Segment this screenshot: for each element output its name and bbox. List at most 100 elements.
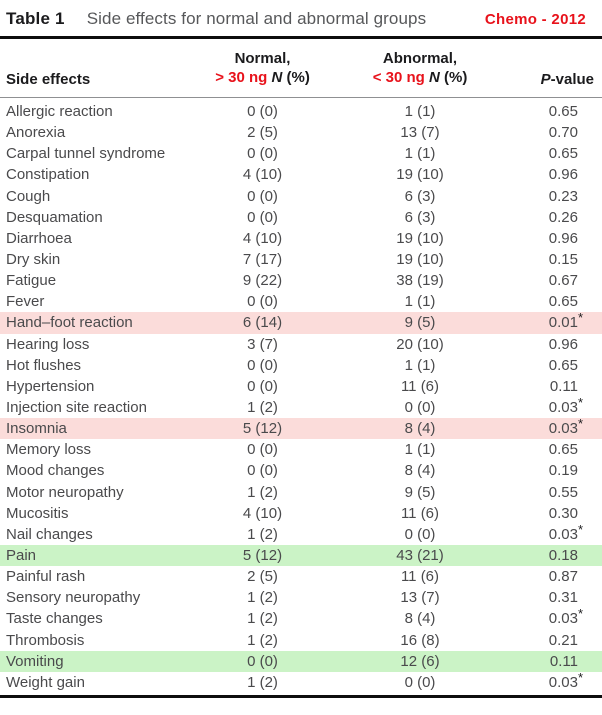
normal-value: 0 (0) (247, 208, 278, 226)
p-value: 0.31 (548, 589, 578, 607)
abnormal-value: 11 (6) (400, 377, 440, 395)
p-value: 0.65 (548, 441, 578, 459)
table-caption: Side effects for normal and abnormal gro… (86, 9, 427, 28)
header-divider-rule (0, 97, 602, 98)
abnormal-value: 13 (7) (400, 124, 440, 142)
table-body: Allergic reaction 0 (0) 1 (1) 0.65 Anore… (0, 101, 602, 693)
abnormal-value: 1 (1) (404, 145, 436, 163)
table-row: Carpal tunnel syndrome 0 (0) 1 (1) 0.65 (0, 143, 602, 164)
side-effect-name: Hearing loss (6, 335, 90, 353)
normal-header-label: Normal, (234, 50, 291, 67)
abnormal-value: 11 (6) (400, 504, 440, 522)
table-row: Mood changes 0 (0) 8 (4) 0.19 (0, 460, 602, 481)
table-row: Dry skin 7 (17) 19 (10) 0.15 (0, 249, 602, 270)
abnormal-value: 1 (1) (404, 103, 436, 120)
side-effect-name: Vomiting (6, 652, 64, 670)
table-row: Diarrhoea 4 (10) 19 (10) 0.96 (0, 228, 602, 249)
table-row: Desquamation 0 (0) 6 (3) 0.26 (0, 207, 602, 228)
side-effect-name: Motor neuropathy (6, 483, 124, 501)
table-label: Table 1 (6, 9, 65, 28)
table-row: Fever 0 (0) 1 (1) 0.65 (0, 291, 602, 312)
abnormal-value: 9 (5) (404, 483, 436, 501)
side-effect-name: Taste changes (6, 610, 103, 628)
p-value: 0.03 (548, 673, 578, 691)
normal-value: 0 (0) (247, 356, 278, 374)
table-row: Nail changes 1 (2) 0 (0) 0.03* (0, 523, 602, 545)
p-value: 0.03 (548, 420, 578, 438)
p-value: 0.87 (548, 568, 578, 586)
table-row: Motor neuropathy 1 (2) 9 (5) 0.55 (0, 482, 602, 503)
normal-value: 5 (12) (242, 546, 283, 564)
annotation-chemo-2012: Chemo - 2012 (484, 11, 586, 28)
side-effect-name: Hot flushes (6, 356, 82, 374)
p-value: 0.21 (548, 631, 578, 649)
p-value: 0.96 (548, 335, 578, 353)
abnormal-value: 13 (7) (400, 589, 440, 607)
abnormal-value: 1 (1) (404, 356, 436, 374)
normal-value: 1 (2) (247, 483, 278, 501)
abnormal-pct-label: (%) (443, 69, 468, 86)
normal-value: 1 (2) (247, 398, 278, 416)
side-effect-name: Thrombosis (6, 631, 85, 649)
abnormal-value: 9 (5) (404, 314, 436, 332)
table-row: Injection site reaction 1 (2) 0 (0) 0.03… (0, 396, 602, 418)
side-effect-name: Allergic reaction (6, 103, 113, 120)
p-value: 0.11 (549, 652, 578, 670)
side-effect-name: Dry skin (6, 250, 61, 268)
side-effect-name: Nail changes (6, 525, 93, 543)
table-row: Constipation 4 (10) 19 (10) 0.96 (0, 164, 602, 185)
column-header-normal: Normal, > 30 ng N (%) (210, 49, 315, 88)
table-row: Hearing loss 3 (7) 20 (10) 0.96 (0, 334, 602, 355)
p-value: 0.70 (548, 124, 578, 142)
abnormal-value: 0 (0) (404, 398, 436, 416)
p-value: 0.23 (548, 187, 578, 205)
normal-value: 1 (2) (247, 525, 278, 543)
abnormal-n-symbol: N (428, 69, 440, 86)
side-effect-name: Painful rash (6, 568, 86, 586)
normal-value: 2 (5) (247, 124, 278, 142)
abnormal-value: 19 (10) (396, 166, 444, 184)
table-row: Hypertension 0 (0) 11 (6) 0.11 (0, 376, 602, 397)
normal-value: 1 (2) (247, 673, 278, 691)
normal-value: 7 (17) (242, 250, 283, 268)
abnormal-value: 20 (10) (396, 335, 444, 353)
abnormal-value: 43 (21) (396, 546, 444, 564)
p-value: 0.65 (548, 293, 578, 311)
abnormal-value: 8 (4) (404, 420, 436, 438)
table-row: Hand–foot reaction 6 (14) 9 (5) 0.01* (0, 311, 602, 334)
side-effect-name: Anorexia (6, 124, 66, 142)
abnormal-value: 19 (10) (396, 250, 444, 268)
p-value: 0.67 (548, 272, 578, 290)
pvalue-rest-label: -value (550, 71, 594, 88)
table-row: Hot flushes 0 (0) 1 (1) 0.65 (0, 355, 602, 376)
normal-value: 0 (0) (247, 187, 278, 205)
normal-value: 3 (7) (247, 335, 278, 353)
p-value: 0.19 (548, 462, 578, 480)
side-effect-name: Sensory neuropathy (6, 589, 141, 607)
table-row: Memory loss 0 (0) 1 (1) 0.65 (0, 439, 602, 460)
abnormal-value: 0 (0) (404, 673, 436, 691)
normal-value: 5 (12) (242, 420, 283, 438)
table-row: Sensory neuropathy 1 (2) 13 (7) 0.31 (0, 587, 602, 608)
column-header-pvalue: P-value (525, 71, 602, 88)
table-row: Vomiting 0 (0) 12 (6) 0.11 (0, 650, 602, 672)
table-row: Pain 5 (12) 43 (21) 0.18 (0, 544, 602, 567)
normal-value: 0 (0) (247, 103, 278, 120)
table-row: Cough 0 (0) 6 (3) 0.23 (0, 186, 602, 207)
abnormal-value: 6 (3) (404, 187, 436, 205)
bottom-rule (0, 694, 602, 698)
side-effect-name: Constipation (6, 166, 90, 184)
p-value: 0.96 (548, 229, 578, 247)
normal-value: 4 (10) (242, 229, 283, 247)
abnormal-header-label: Abnormal, (382, 50, 458, 67)
side-effect-name: Mood changes (6, 462, 105, 480)
normal-value: 0 (0) (247, 377, 278, 395)
side-effect-name: Memory loss (6, 441, 92, 459)
abnormal-threshold-label: < 30 ng (372, 69, 425, 86)
side-effect-name: Hand–foot reaction (6, 314, 133, 332)
abnormal-value: 8 (4) (404, 610, 436, 628)
abnormal-value: 16 (8) (400, 631, 440, 649)
normal-n-symbol: N (271, 69, 283, 86)
p-value: 0.65 (548, 356, 578, 374)
table-row: Insomnia 5 (12) 8 (4) 0.03* (0, 417, 602, 440)
